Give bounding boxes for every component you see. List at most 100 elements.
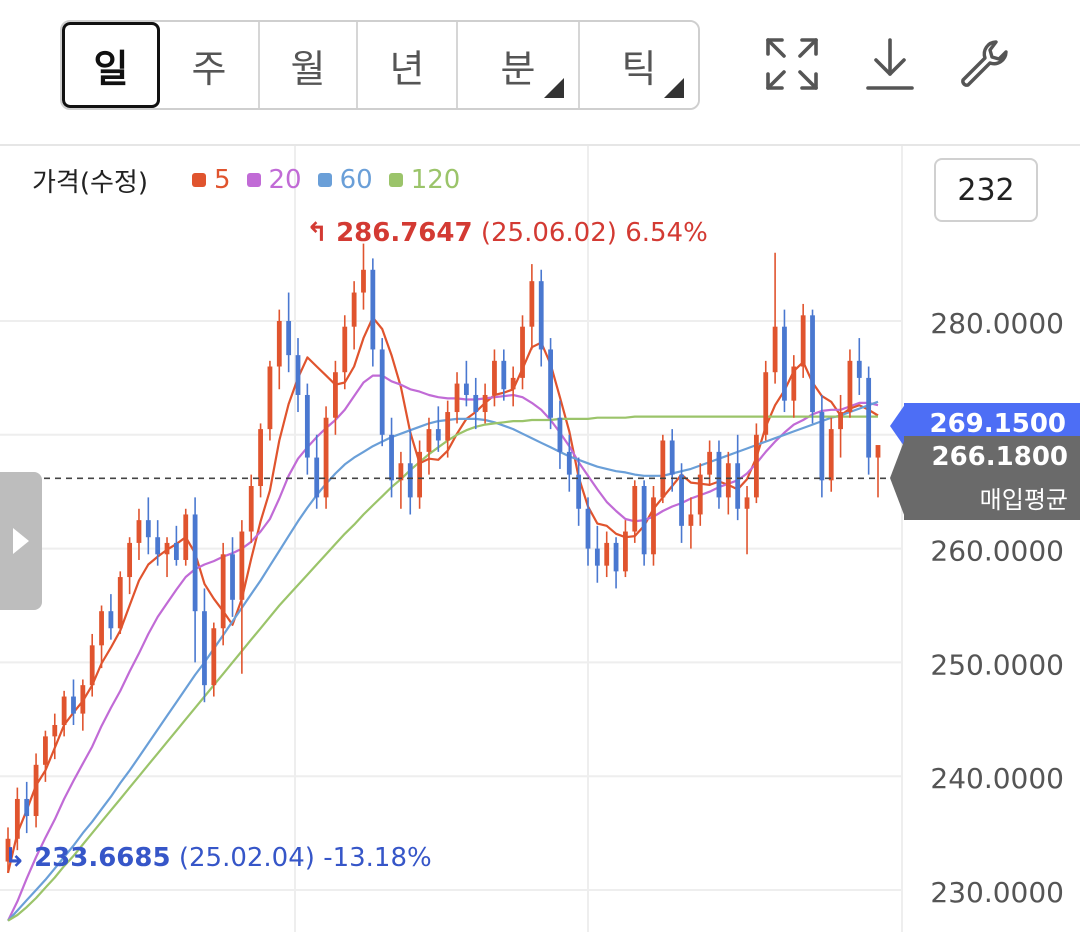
candle-body — [183, 514, 189, 560]
candle-body — [632, 486, 638, 532]
candle-body — [538, 281, 544, 350]
candle-body — [108, 611, 114, 629]
candle-body — [772, 326, 778, 373]
candle-body — [753, 434, 759, 498]
candle-body — [473, 394, 479, 413]
ma-line-20 — [7, 374, 879, 922]
candle-body — [828, 429, 834, 481]
candle-body — [492, 360, 497, 395]
candle-body — [407, 463, 413, 498]
candle-body — [286, 321, 292, 356]
candle-body — [688, 514, 694, 526]
candle-body — [192, 514, 198, 612]
low-arrow-icon: ↳ — [4, 843, 26, 873]
candle-body — [520, 326, 525, 378]
candle-body — [220, 554, 226, 629]
candle-body — [697, 474, 703, 515]
legend-item-ma5[interactable]: 5 — [191, 165, 231, 195]
legend-label: 20 — [268, 165, 302, 195]
ma-line-5 — [6, 316, 879, 874]
candle-body — [80, 685, 86, 714]
y-tick-label: 260.0000 — [930, 535, 1064, 568]
candle-body — [529, 281, 535, 327]
candle-body — [482, 394, 488, 413]
candle-body — [99, 611, 104, 646]
candle-body — [660, 440, 666, 498]
candle-body — [707, 451, 713, 475]
buy-average-value: 266.1800 — [931, 442, 1068, 472]
period-button-4[interactable]: 분 — [458, 22, 580, 108]
avg-price-pointer — [890, 436, 906, 520]
candle-body — [314, 457, 320, 498]
candle-body — [463, 383, 469, 395]
candle-body — [248, 486, 254, 532]
chevron-right-icon — [13, 528, 29, 554]
candle-body — [435, 429, 441, 441]
candle-body — [417, 451, 423, 498]
candle-body — [716, 451, 722, 498]
candlestick-chart[interactable]: 280.0000 260.0000 250.0000 240.0000 230.0000 — [0, 146, 1080, 932]
candle-body — [24, 798, 30, 817]
period-button-2[interactable]: 월 — [260, 22, 358, 108]
period-button-3[interactable]: 년 — [358, 22, 458, 108]
legend-item-ma60[interactable]: 60 — [317, 165, 373, 195]
candle-body — [211, 628, 217, 686]
side-panel-toggle[interactable] — [0, 472, 42, 610]
candle-body — [239, 531, 245, 600]
period-button-5[interactable]: 틱 — [580, 22, 698, 108]
candle-body — [71, 696, 76, 714]
candle-body — [669, 440, 675, 475]
candle-body — [258, 429, 263, 487]
high-arrow-icon: ↰ — [306, 218, 328, 248]
candle-body — [782, 326, 787, 401]
candle-body — [370, 269, 376, 350]
candle-body — [613, 542, 619, 572]
low-pct: -13.18% — [323, 843, 432, 873]
candle-body — [389, 434, 394, 481]
candle-body — [398, 463, 404, 481]
candle-body — [43, 736, 48, 765]
high-value: 286.7647 — [336, 218, 473, 248]
candle-body — [641, 486, 647, 555]
candle-body — [566, 451, 572, 475]
legend-item-ma120[interactable]: 120 — [388, 165, 461, 195]
candle-body — [445, 412, 451, 441]
period-button-0[interactable]: 일 — [62, 22, 160, 108]
legend-swatch — [246, 173, 261, 187]
candle-body — [89, 645, 95, 686]
candle-body — [304, 394, 310, 458]
candle-body — [548, 349, 553, 418]
y-tick-label: 230.0000 — [930, 876, 1064, 909]
candle-body — [810, 315, 815, 413]
candle-body — [164, 542, 170, 555]
candle-body — [856, 360, 862, 378]
period-label: 월 — [290, 46, 326, 91]
dropdown-corner-icon — [544, 78, 564, 98]
period-label: 분 — [500, 46, 536, 91]
candle-body — [735, 463, 741, 509]
candle-body — [202, 611, 207, 686]
period-button-1[interactable]: 주 — [160, 22, 260, 108]
candle-body — [819, 412, 825, 481]
y-tick-label: 240.0000 — [930, 762, 1064, 795]
download-icon[interactable] — [862, 36, 918, 92]
candle-body — [838, 412, 843, 430]
candle-body — [323, 417, 329, 498]
period-label: 년 — [389, 46, 425, 91]
period-label: 주 — [191, 46, 227, 91]
low-value: 233.6685 — [34, 843, 171, 873]
legend-swatch — [191, 173, 206, 187]
legend-label: 120 — [410, 165, 461, 195]
candle-body — [5, 838, 11, 862]
wrench-icon[interactable] — [956, 36, 1012, 92]
high-pct: 6.54% — [625, 218, 708, 248]
candle-body — [230, 554, 235, 600]
scale-box[interactable]: 232 — [934, 158, 1038, 222]
buy-average-label: 매입평균 — [979, 486, 1068, 514]
candle-body — [594, 548, 600, 566]
expand-icon[interactable] — [764, 36, 820, 92]
legend-item-ma20[interactable]: 20 — [246, 165, 302, 195]
candle-body — [679, 474, 684, 526]
ma-line-120 — [7, 415, 878, 922]
